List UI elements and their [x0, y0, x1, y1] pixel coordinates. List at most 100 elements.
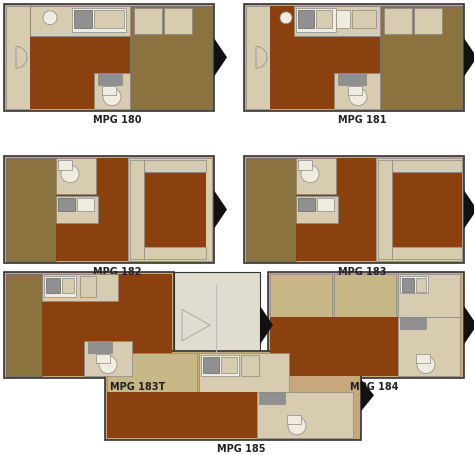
- Bar: [203, 357, 219, 373]
- Bar: [376, 158, 462, 261]
- Bar: [244, 4, 464, 111]
- Polygon shape: [464, 38, 474, 76]
- Bar: [130, 6, 212, 109]
- Bar: [392, 160, 462, 172]
- Bar: [298, 197, 315, 212]
- Bar: [221, 357, 237, 373]
- Text: MPG 183: MPG 183: [338, 267, 386, 277]
- Bar: [270, 274, 332, 317]
- Bar: [105, 351, 361, 440]
- Bar: [107, 353, 197, 392]
- Text: MPG 183T: MPG 183T: [110, 382, 165, 392]
- Bar: [96, 354, 110, 363]
- Bar: [42, 274, 172, 376]
- Bar: [352, 10, 376, 28]
- Circle shape: [61, 165, 79, 183]
- Bar: [338, 73, 366, 85]
- Bar: [174, 272, 260, 379]
- Bar: [402, 278, 414, 292]
- Text: MPG 184: MPG 184: [350, 382, 398, 392]
- Bar: [334, 73, 380, 109]
- Bar: [287, 415, 301, 424]
- Bar: [72, 8, 126, 31]
- Bar: [398, 317, 460, 376]
- Bar: [241, 355, 259, 376]
- Bar: [130, 160, 144, 259]
- Bar: [298, 160, 312, 170]
- Text: MPG 182: MPG 182: [93, 267, 141, 277]
- Bar: [30, 6, 130, 35]
- Polygon shape: [214, 38, 227, 76]
- Bar: [296, 8, 336, 31]
- Bar: [6, 274, 42, 376]
- Wedge shape: [256, 46, 267, 68]
- Circle shape: [103, 88, 121, 106]
- Circle shape: [99, 356, 117, 374]
- Bar: [199, 353, 289, 392]
- Bar: [102, 86, 116, 95]
- Bar: [378, 160, 392, 259]
- Bar: [56, 196, 98, 223]
- Circle shape: [417, 356, 435, 374]
- Bar: [257, 392, 353, 438]
- Bar: [246, 158, 296, 261]
- Bar: [400, 276, 428, 293]
- Bar: [56, 158, 128, 261]
- Bar: [334, 274, 396, 317]
- Bar: [88, 341, 112, 353]
- Bar: [400, 317, 426, 329]
- Bar: [246, 6, 270, 109]
- Bar: [270, 317, 398, 376]
- Circle shape: [43, 11, 57, 25]
- Bar: [316, 10, 332, 28]
- Bar: [134, 8, 162, 34]
- Bar: [94, 10, 124, 28]
- Bar: [144, 247, 206, 259]
- Polygon shape: [260, 306, 273, 344]
- Bar: [128, 158, 212, 261]
- Bar: [416, 354, 430, 363]
- Bar: [94, 73, 130, 109]
- Text: MPG 185: MPG 185: [217, 444, 265, 454]
- Bar: [268, 272, 464, 379]
- Bar: [42, 274, 118, 301]
- Bar: [80, 276, 96, 298]
- Bar: [244, 156, 464, 263]
- Bar: [201, 355, 239, 376]
- Circle shape: [301, 165, 319, 183]
- Bar: [296, 196, 338, 223]
- Bar: [58, 197, 75, 212]
- Text: MPG 180: MPG 180: [93, 115, 141, 125]
- Bar: [392, 172, 462, 247]
- Polygon shape: [214, 190, 227, 229]
- Bar: [348, 86, 362, 95]
- Bar: [46, 278, 60, 293]
- Bar: [107, 392, 257, 438]
- Bar: [296, 158, 336, 194]
- Bar: [296, 158, 376, 261]
- Bar: [164, 8, 192, 34]
- Bar: [30, 6, 130, 109]
- Bar: [416, 278, 426, 292]
- Bar: [294, 6, 380, 35]
- Bar: [392, 247, 462, 259]
- Circle shape: [349, 88, 367, 106]
- Bar: [270, 6, 380, 109]
- Bar: [56, 158, 96, 194]
- Bar: [4, 156, 214, 263]
- Text: MPG 181: MPG 181: [338, 115, 386, 125]
- Polygon shape: [361, 379, 374, 411]
- Circle shape: [288, 417, 306, 435]
- Bar: [77, 197, 94, 212]
- Bar: [144, 172, 206, 247]
- Circle shape: [280, 12, 292, 24]
- Polygon shape: [464, 306, 474, 344]
- Bar: [62, 278, 74, 293]
- Bar: [6, 158, 56, 261]
- Bar: [98, 73, 122, 85]
- Bar: [44, 276, 76, 298]
- Bar: [414, 8, 442, 34]
- Bar: [6, 6, 30, 109]
- Polygon shape: [464, 190, 474, 229]
- Bar: [336, 10, 350, 28]
